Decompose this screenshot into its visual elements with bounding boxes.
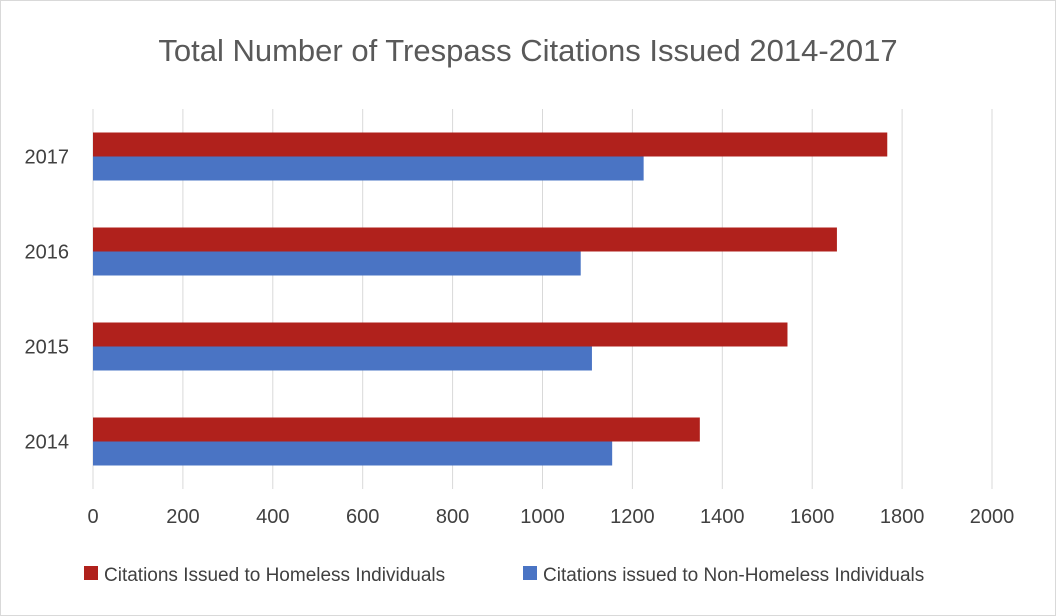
legend-label-non-homeless: Citations issued to Non-Homeless Individ… <box>543 565 924 586</box>
x-axis-labels: 0 200 400 600 800 1000 1200 1400 1600 1800 2000 <box>87 506 1014 528</box>
bar-homeless-2017 <box>93 132 888 157</box>
bar-homeless-2016 <box>93 227 837 252</box>
x-tick-label: 1400 <box>700 506 745 528</box>
legend: Citations Issued to Homeless Individuals… <box>84 565 924 586</box>
bar-non-homeless-2015 <box>93 346 592 371</box>
x-tick-label: 1200 <box>610 506 655 528</box>
x-tick-label: 2000 <box>970 506 1015 528</box>
x-tick-label: 1800 <box>880 506 925 528</box>
bar-homeless-2015 <box>93 322 788 347</box>
bar-non-homeless-2017 <box>93 156 644 181</box>
y-tick-label: 2017 <box>25 147 70 169</box>
x-tick-label: 600 <box>346 506 379 528</box>
chart-title: Total Number of Trespass Citations Issue… <box>158 33 897 68</box>
x-tick-label: 400 <box>256 506 289 528</box>
y-tick-label: 2016 <box>25 242 70 264</box>
bars <box>93 132 888 466</box>
bar-non-homeless-2016 <box>93 251 581 276</box>
x-tick-label: 0 <box>87 506 98 528</box>
x-tick-label: 800 <box>436 506 469 528</box>
bar-non-homeless-2014 <box>93 441 613 466</box>
legend-swatch-homeless <box>84 566 98 580</box>
x-tick-label: 1000 <box>520 506 565 528</box>
y-tick-label: 2015 <box>25 337 70 359</box>
y-tick-label: 2014 <box>25 432 70 454</box>
x-tick-label: 200 <box>166 506 199 528</box>
legend-swatch-non-homeless <box>523 566 537 580</box>
x-tick-label: 1600 <box>790 506 835 528</box>
y-axis-labels: 2014 2015 2016 2017 <box>25 147 70 454</box>
bar-homeless-2014 <box>93 417 700 442</box>
legend-label-homeless: Citations Issued to Homeless Individuals <box>104 565 445 586</box>
